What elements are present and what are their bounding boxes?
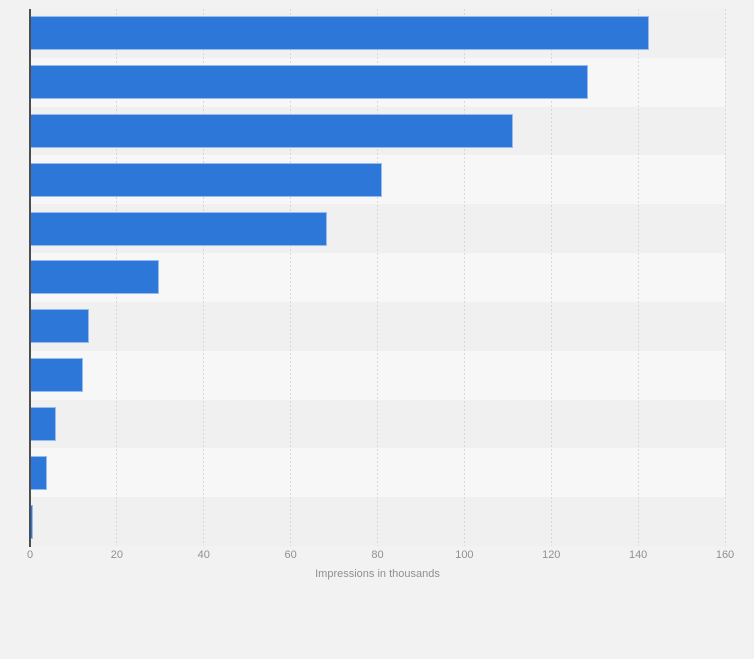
x-tick-label: 40 bbox=[197, 549, 210, 561]
x-tick-label: 60 bbox=[284, 549, 297, 561]
bar bbox=[30, 358, 84, 393]
x-tick-label: 160 bbox=[715, 549, 735, 561]
plot-area bbox=[30, 9, 726, 546]
bar bbox=[30, 455, 48, 490]
plot-row bbox=[30, 155, 725, 205]
plot-row bbox=[30, 106, 725, 156]
plot-row bbox=[30, 57, 725, 107]
bar bbox=[30, 504, 34, 539]
x-axis-label: Impressions in thousands bbox=[315, 568, 440, 580]
gridline bbox=[290, 9, 292, 546]
bar bbox=[30, 162, 382, 197]
gridline bbox=[377, 9, 378, 546]
bar bbox=[30, 16, 649, 51]
x-tick-label: 100 bbox=[455, 549, 474, 561]
y-axis-line bbox=[29, 9, 31, 547]
x-tick-label: 120 bbox=[542, 549, 561, 561]
plot-row bbox=[30, 9, 725, 58]
bar bbox=[30, 260, 160, 295]
bar bbox=[30, 65, 589, 100]
x-tick-label: 0 bbox=[26, 549, 34, 561]
x-tick-label: 80 bbox=[371, 549, 384, 561]
bar bbox=[30, 114, 514, 149]
gridline bbox=[724, 9, 726, 546]
gridline bbox=[637, 9, 639, 546]
gridline bbox=[203, 9, 205, 546]
bar bbox=[30, 309, 89, 344]
x-tick-label: 140 bbox=[628, 549, 648, 561]
bar bbox=[30, 406, 57, 441]
gridline bbox=[550, 9, 552, 546]
x-tick-label: 20 bbox=[110, 549, 123, 561]
gridline bbox=[463, 9, 465, 546]
bar bbox=[30, 211, 327, 246]
